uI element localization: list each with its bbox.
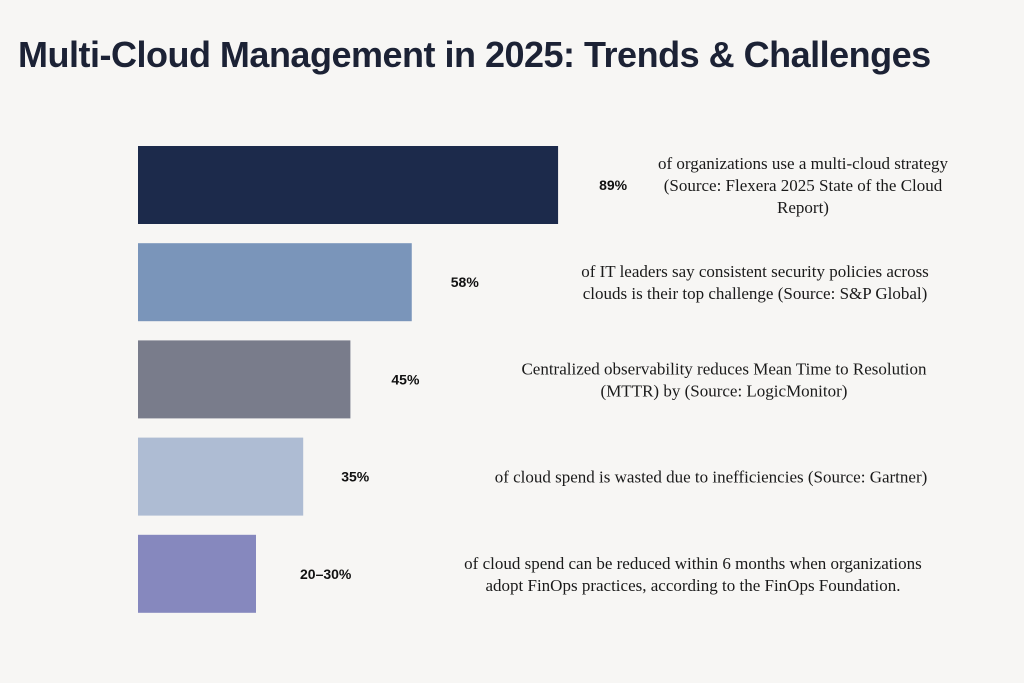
description-line: of cloud spend can be reduced within 6 m… bbox=[464, 554, 922, 573]
description-line: of IT leaders say consistent security po… bbox=[581, 262, 929, 281]
bar-value-label-1: 89% bbox=[599, 177, 628, 193]
description-line: Centralized observability reduces Mean T… bbox=[521, 359, 927, 378]
description-line: of cloud spend is wasted due to ineffici… bbox=[495, 468, 928, 487]
bar-description-1: of organizations use a multi-cloud strat… bbox=[658, 154, 949, 217]
bar-value-label-3: 45% bbox=[391, 371, 420, 387]
bar-value-label-2: 58% bbox=[451, 274, 480, 290]
bar-value-label-5: 20–30% bbox=[300, 566, 352, 582]
bar-description-5: of cloud spend can be reduced within 6 m… bbox=[464, 554, 922, 595]
chart-title: Multi-Cloud Management in 2025: Trends &… bbox=[18, 34, 931, 75]
description-line: (Source: Flexera 2025 State of the Cloud bbox=[664, 176, 943, 195]
bar-description-2: of IT leaders say consistent security po… bbox=[581, 262, 929, 303]
bar-value-label-4: 35% bbox=[341, 469, 370, 485]
description-line: Report) bbox=[777, 198, 829, 217]
bar-5 bbox=[138, 534, 256, 613]
description-line: of organizations use a multi-cloud strat… bbox=[658, 154, 949, 173]
description-line: clouds is their top challenge (Source: S… bbox=[583, 284, 928, 303]
description-line: (MTTR) by (Source: LogicMonitor) bbox=[601, 381, 848, 400]
description-line: adopt FinOps practices, according to the… bbox=[485, 576, 900, 595]
bar-3 bbox=[138, 340, 351, 419]
bar-4 bbox=[138, 437, 304, 516]
bar-description-3: Centralized observability reduces Mean T… bbox=[521, 359, 927, 400]
bar-description-4: of cloud spend is wasted due to ineffici… bbox=[495, 468, 928, 487]
bar-2 bbox=[138, 243, 412, 322]
bar-1 bbox=[138, 146, 559, 224]
